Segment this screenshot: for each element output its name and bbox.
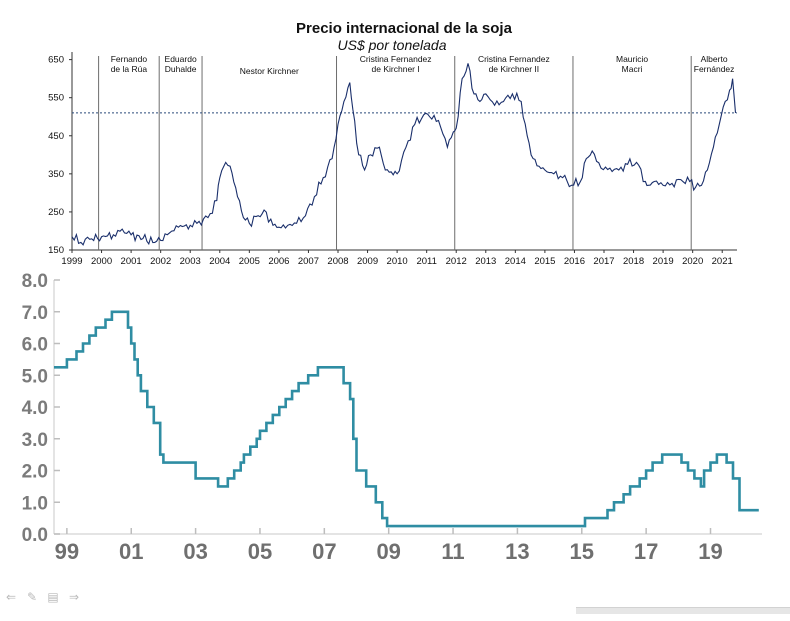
slideshow-toolbar: ⇐ ✎ ▤ ⇒ [4, 591, 81, 603]
president-label-line1: Cristina Fernandez [360, 54, 432, 64]
president-label-line1: Fernando [111, 54, 148, 64]
rate-y-tick-label: 0.0 [22, 525, 48, 546]
president-label-line2: de Kirchner II [489, 64, 540, 74]
arrow-left-icon[interactable]: ⇐ [5, 590, 17, 604]
rate-x-tick-label: 05 [248, 539, 272, 564]
soy-chart-title: Precio internacional de la soja [296, 20, 513, 37]
soy-y-tick-label: 650 [48, 55, 64, 66]
president-label-line2: de Kirchner I [372, 64, 420, 74]
president-label-line2: Macri [622, 64, 643, 74]
soy-x-ticks: 1999 2000 2001 2002 2003 2004 2005 2006 2007 2008… [61, 250, 733, 267]
soy-x-tick-label: 2013 [475, 256, 496, 267]
soy-x-tick-label: 2000 [91, 256, 112, 267]
soy-x-tick-label: 1999 [61, 256, 82, 267]
soy-x-tick-label: 2021 [712, 256, 733, 267]
soy-x-tick-label: 2014 [505, 256, 526, 267]
soy-y-ticks: 150 250 350 450 550 650 [48, 55, 72, 256]
soy-x-tick-label: 2003 [180, 256, 201, 267]
soy-x-tick-label: 2015 [534, 256, 555, 267]
president-label-line1: Mauricio [616, 54, 648, 64]
soy-x-tick-label: 2020 [682, 256, 703, 267]
soy-y-tick-label: 150 [48, 245, 64, 256]
rate-x-tick-label: 15 [570, 539, 594, 564]
rate-x-tick-label: 17 [634, 539, 658, 564]
rate-x-tick-label: 11 [441, 539, 464, 564]
rate-chart: 0.0 1.0 2.0 3.0 4.0 5.0 6.0 7.0 8.0 99 01 03 05 07 09… [22, 271, 762, 564]
rate-x-tick-label: 03 [183, 539, 207, 564]
president-label-line2: Duhalde [165, 64, 197, 74]
president-label-line2: de la Rúa [111, 64, 148, 74]
soy-x-tick-label: 2004 [209, 256, 230, 267]
soy-price-line [71, 63, 737, 246]
rate-x-tick-label: 19 [698, 539, 722, 564]
rate-y-tick-label: 3.0 [22, 430, 48, 451]
soy-x-tick-label: 2005 [239, 256, 260, 267]
soy-x-tick-label: 2011 [416, 256, 436, 267]
president-label-line2: Fernández [694, 64, 735, 74]
president-label-line1: Eduardo [165, 54, 197, 64]
soy-x-tick-label: 2017 [593, 256, 614, 267]
rate-step-line [54, 310, 759, 528]
rate-x-ticks: 99 01 03 05 07 09 11 13 15 17 19 [55, 528, 723, 564]
pencil-icon[interactable]: ✎ [26, 590, 38, 604]
soy-x-tick-label: 2009 [357, 256, 378, 267]
soy-x-tick-label: 2012 [446, 256, 467, 267]
president-label-line1: Alberto [701, 54, 728, 64]
rate-x-tick-label: 07 [312, 539, 336, 564]
rate-chart-grid [53, 280, 762, 535]
rate-x-tick-label: 13 [505, 539, 529, 564]
rate-series-group [54, 310, 759, 528]
soy-x-tick-label: 2019 [653, 256, 674, 267]
soy-x-tick-label: 2007 [298, 256, 319, 267]
arrow-right-icon[interactable]: ⇒ [68, 590, 80, 604]
rate-x-tick-label: 99 [55, 539, 79, 564]
soy-x-tick-label: 2018 [623, 256, 644, 267]
soy-x-tick-label: 2016 [564, 256, 585, 267]
soy-x-tick-label: 2008 [327, 256, 348, 267]
rate-y-tick-label: 7.0 [22, 303, 48, 324]
soy-series-group [71, 63, 737, 246]
soy-x-tick-label: 2010 [387, 256, 408, 267]
rate-y-tick-label: 2.0 [22, 462, 48, 483]
soy-y-tick-label: 450 [48, 131, 64, 142]
rate-x-tick-label: 09 [376, 539, 400, 564]
rate-y-tick-label: 8.0 [22, 271, 48, 292]
rate-y-tick-label: 1.0 [22, 493, 48, 514]
horizontal-scrollbar[interactable] [576, 607, 790, 614]
soy-price-chart: Precio internacional de la soja US$ por … [48, 20, 737, 267]
soy-chart-subtitle: US$ por tonelada [338, 37, 447, 53]
president-label-line1: Nestor Kirchner [240, 66, 299, 76]
rate-y-tick-label: 6.0 [22, 335, 48, 356]
soy-x-tick-label: 2006 [268, 256, 289, 267]
soy-x-tick-label: 2001 [121, 256, 142, 267]
menu-icon[interactable]: ▤ [47, 590, 59, 604]
soy-y-tick-label: 350 [48, 169, 64, 180]
president-dividers [98, 56, 692, 250]
soy-y-tick-label: 250 [48, 207, 64, 218]
rate-x-tick-label: 01 [119, 539, 143, 564]
soy-x-tick-label: 2002 [150, 256, 171, 267]
rate-y-tick-label: 4.0 [22, 398, 48, 419]
rate-y-tick-label: 5.0 [22, 366, 48, 387]
president-label-line1: Cristina Fernandez [478, 54, 550, 64]
soy-y-tick-label: 550 [48, 93, 64, 104]
rate-y-ticks: 0.0 1.0 2.0 3.0 4.0 5.0 6.0 7.0 8.0 [22, 271, 60, 546]
soy-chart-axes [71, 52, 737, 251]
